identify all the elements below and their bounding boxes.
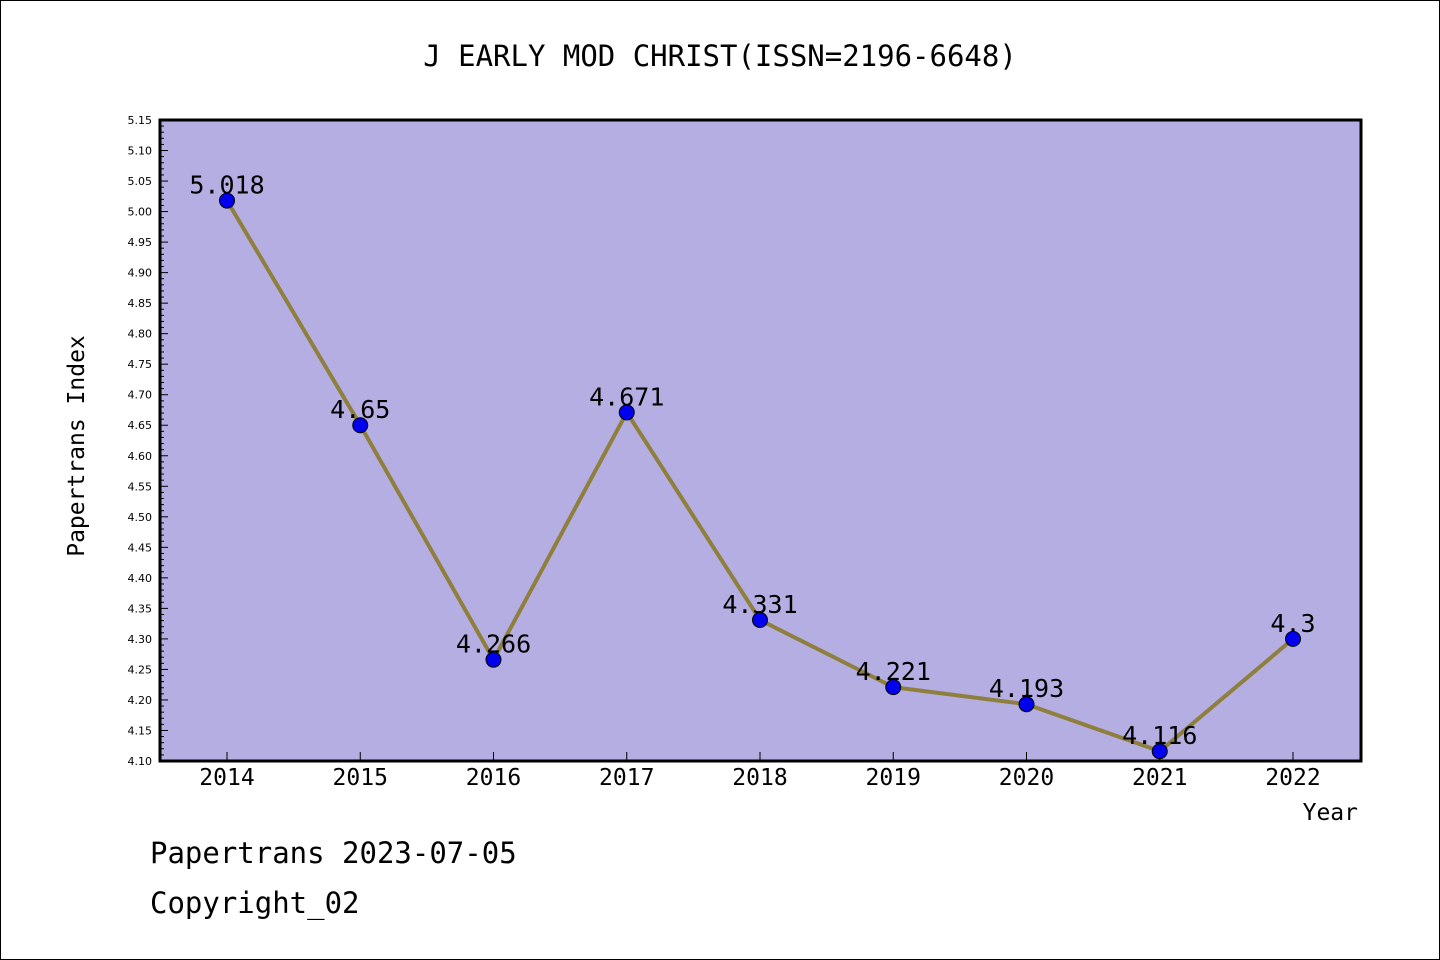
x-axis: 2014 2015 2016 2017 2018 2019 2020 2021 2022 [199, 752, 1321, 791]
y-tick-label: 4.50 [128, 511, 153, 524]
x-tick-label: 2021 [1132, 765, 1187, 791]
y-tick-label: 4.85 [128, 297, 153, 310]
data-point [219, 192, 235, 209]
data-point [352, 417, 369, 434]
y-tick-label: 4.15 [128, 724, 153, 737]
data-point [1018, 696, 1035, 713]
data-point [752, 611, 768, 628]
y-tick-label: 4.55 [128, 480, 153, 493]
data-point [1151, 743, 1168, 760]
x-tick-label: 2016 [466, 765, 521, 791]
data-label: 5.018 [189, 171, 264, 200]
y-axis: 4.10 4.15 4.20 4.25 4.30 4.35 4.40 4.45 4.50 4.55… [128, 114, 168, 768]
x-tick-label: 2015 [333, 765, 388, 791]
y-tick-label: 4.20 [128, 694, 153, 707]
data-label: 4.331 [722, 590, 797, 619]
y-axis-label: Papertrans Index [64, 335, 90, 557]
y-tick-label: 4.35 [128, 602, 153, 615]
data-label: 4.3 [1270, 609, 1315, 638]
y-tick-label: 4.80 [128, 328, 153, 341]
y-tick-label: 5.05 [128, 175, 153, 188]
x-tick-label: 2018 [732, 765, 787, 791]
data-point [885, 679, 902, 696]
data-label: 4.116 [1122, 721, 1197, 750]
y-tick-label: 5.00 [128, 206, 153, 219]
y-tick-label: 4.10 [128, 755, 153, 768]
x-tick-label: 2020 [999, 765, 1054, 791]
y-tick-label: 4.95 [128, 236, 153, 249]
y-tick-label: 4.30 [128, 633, 153, 646]
data-label: 4.266 [456, 630, 531, 659]
footer-copyright: Copyright_02 [150, 886, 360, 920]
data-label: 4.193 [989, 674, 1064, 703]
series-layer: 5.018 4.65 4.266 4.671 4.331 4.221 4.193 4.116 4… [189, 171, 1316, 760]
data-point [618, 404, 635, 421]
chart-title: J EARLY MOD CHRIST(ISSN=2196-6648) [423, 39, 1017, 73]
data-point [485, 651, 502, 668]
data-label: 4.65 [330, 395, 390, 424]
y-tick-label: 4.70 [128, 389, 153, 402]
x-tick-label: 2014 [199, 765, 254, 791]
x-tick-label: 2022 [1265, 765, 1320, 791]
y-tick-label: 4.75 [128, 358, 153, 371]
y-tick-label: 4.40 [128, 572, 153, 585]
footer-date: Papertrans 2023-07-05 [150, 836, 517, 870]
x-axis-label: Year [1303, 800, 1358, 826]
y-tick-label: 5.10 [128, 145, 153, 158]
data-label: 4.671 [589, 382, 664, 411]
y-tick-label: 4.90 [128, 267, 153, 280]
y-tick-label: 4.60 [128, 450, 153, 463]
y-tick-label: 4.65 [128, 419, 153, 432]
data-label: 4.221 [856, 657, 931, 686]
y-tick-label: 4.45 [128, 541, 153, 554]
y-tick-label: 4.25 [128, 663, 153, 676]
plot-area [160, 120, 1361, 761]
data-point [1285, 630, 1301, 647]
y-tick-label: 5.15 [128, 114, 153, 127]
x-tick-label: 2019 [866, 765, 921, 791]
x-tick-label: 2017 [599, 765, 654, 791]
plot-border [158, 118, 1363, 763]
